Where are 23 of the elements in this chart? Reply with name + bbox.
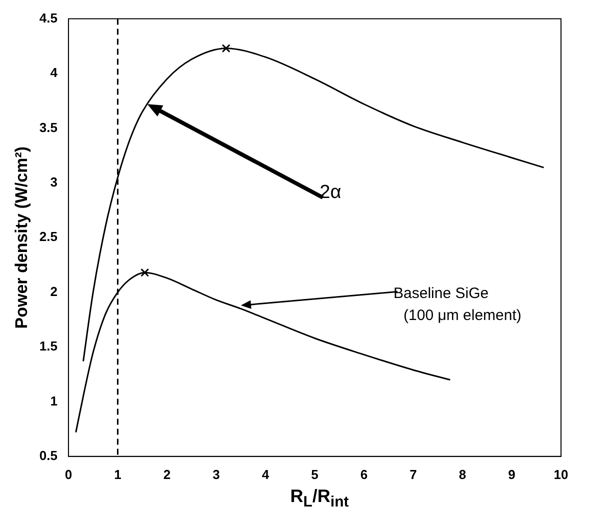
y-tick-label: 1	[50, 393, 58, 408]
y-tick-label: 2.5	[39, 229, 58, 244]
x-tick-label: 4	[262, 466, 270, 482]
x-tick-label: 10	[554, 466, 568, 482]
y-tick-label: 3	[50, 174, 58, 190]
y-tick-label: 3.5	[39, 120, 58, 135]
x-tick-label: 9	[508, 466, 516, 482]
x-tick-label: 7	[410, 466, 417, 482]
x-tick-label: 3	[212, 466, 220, 482]
x-axis-title: R$_{L}$/R$_{int}$	[289, 486, 350, 511]
y-tick-label: 1.5	[39, 338, 58, 354]
x-tick-label: 0	[64, 466, 72, 482]
x-tick-label: 8	[458, 466, 466, 482]
x-tick-label: 2	[163, 466, 171, 482]
y-tick-label: 4.5	[39, 10, 58, 26]
y-tick-label: 4	[50, 65, 58, 80]
y-tick-label: 0.5	[39, 448, 58, 463]
x-tick-label: 1	[114, 466, 122, 482]
annotation: Baseline SiGe (100 μm element)	[394, 284, 522, 326]
x-tick-label: 6	[360, 466, 368, 482]
x-tick-label: 5	[311, 466, 318, 482]
y-tick-label: 2	[50, 284, 58, 299]
y-axis-title: Power density (W/cm²)	[12, 146, 31, 329]
